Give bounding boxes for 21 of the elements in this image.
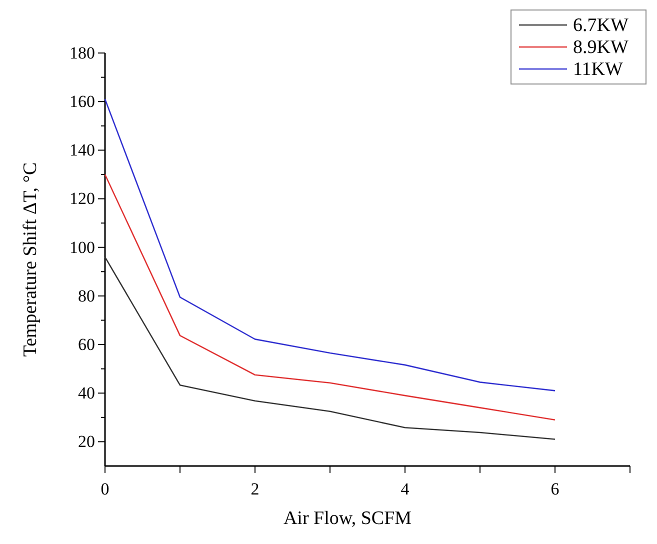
line-series (104, 256, 556, 440)
y-tick-label: 80 (78, 286, 95, 306)
line-series (104, 174, 556, 420)
y-tick-label: 40 (78, 384, 95, 403)
legend-label: 8.9KW (573, 37, 628, 58)
y-tick-label: 100 (70, 238, 95, 257)
legend-label: 6.7KW (573, 15, 628, 36)
y-tick-label: 140 (70, 140, 95, 160)
x-tick-label: 4 (400, 480, 410, 499)
y-axis-title: Temperature Shift ΔT, °C (20, 162, 41, 357)
x-tick-label: 6 (550, 480, 560, 499)
y-tick-label: 60 (78, 334, 95, 354)
x-tick-label: 2 (250, 480, 260, 499)
line-series (104, 98, 556, 392)
y-tick-label: 120 (70, 189, 95, 208)
y-tick-label: 160 (70, 92, 95, 112)
y-tick-label: 20 (78, 432, 95, 452)
legend-label: 11KW (573, 59, 624, 80)
y-tick-label: 180 (70, 43, 95, 62)
x-axis-title: Air Flow, SCFM (283, 508, 412, 529)
x-tick-label: 0 (100, 480, 110, 499)
